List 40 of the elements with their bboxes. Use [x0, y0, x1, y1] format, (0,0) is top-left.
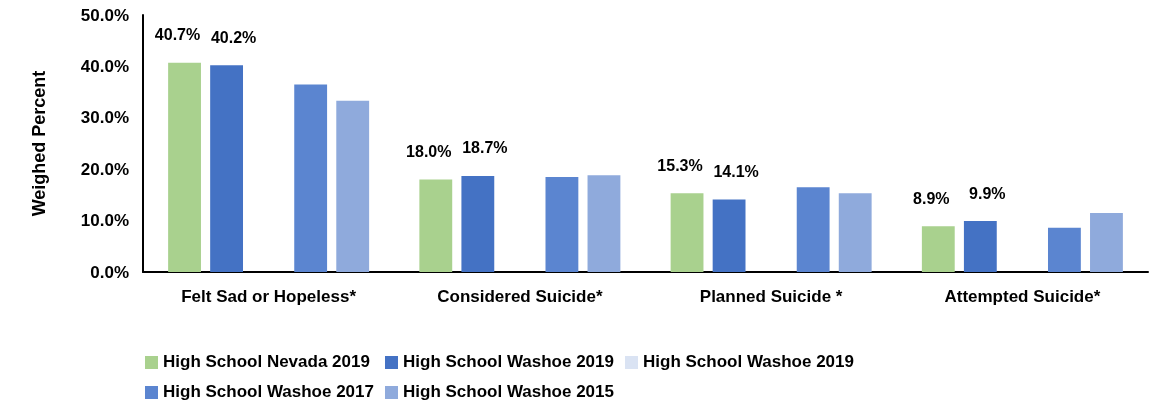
bar	[419, 179, 453, 272]
bar	[712, 199, 746, 272]
legend-label: High School Nevada 2019	[163, 352, 370, 372]
bar	[587, 175, 621, 272]
y-tick-label: 50.0%	[80, 5, 129, 25]
legend-label: High School Washoe 2019	[643, 352, 854, 372]
legend-label: High School Washoe 2015	[403, 382, 614, 402]
x-tick-label: Attempted Suicide*	[944, 287, 1101, 306]
data-label: 9.9%	[969, 184, 1006, 202]
bar	[1047, 227, 1081, 272]
bar	[461, 175, 495, 272]
y-axis-title: Weighed Percent	[29, 70, 49, 217]
legend-label: High School Washoe 2017	[163, 382, 374, 402]
x-tick-label: Felt Sad or Hopeless*	[181, 287, 357, 306]
bar	[963, 221, 997, 272]
bar	[796, 187, 830, 272]
bar	[294, 84, 328, 272]
data-label: 40.2%	[210, 28, 257, 46]
bar	[838, 193, 872, 272]
bar	[168, 62, 201, 272]
data-label: 15.3%	[657, 156, 703, 174]
x-tick-label: Considered Suicide*	[437, 287, 603, 306]
data-label: 8.9%	[913, 189, 950, 207]
bar	[921, 226, 955, 272]
y-tick-label: 20.0%	[80, 159, 129, 179]
y-tick-label: 30.0%	[80, 108, 129, 128]
x-tick-label: Planned Suicide *	[699, 287, 843, 306]
bar	[545, 176, 579, 272]
data-label: 18.7%	[462, 139, 508, 157]
bar	[670, 193, 704, 272]
bar	[1090, 212, 1123, 272]
data-label: 14.1%	[713, 163, 759, 181]
y-tick-label: 0.0%	[90, 262, 129, 282]
data-label: 18.0%	[406, 142, 452, 160]
bar	[336, 100, 370, 272]
y-tick-label: 40.0%	[80, 56, 129, 76]
data-label: 40.7%	[154, 26, 201, 44]
legend-label: High School Washoe 2019	[403, 352, 614, 372]
bar	[210, 65, 244, 272]
y-tick-label: 10.0%	[80, 211, 129, 231]
